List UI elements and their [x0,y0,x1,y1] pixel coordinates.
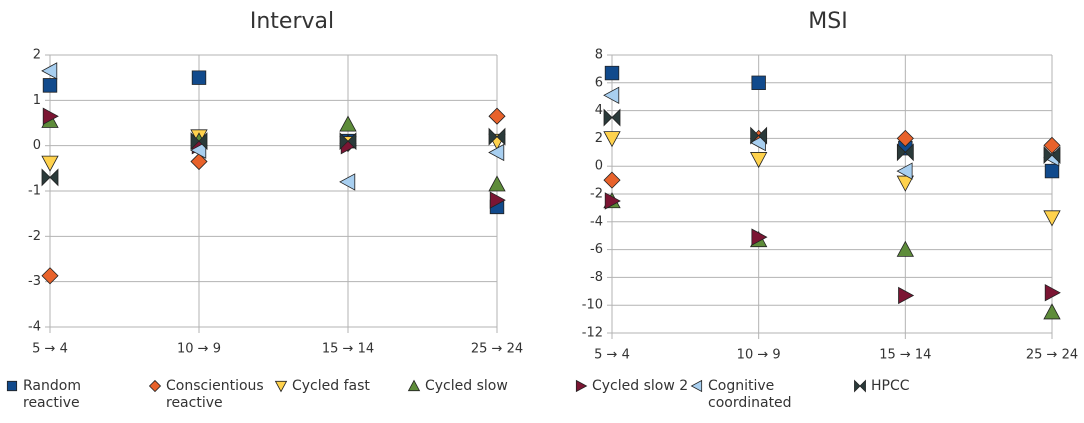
y-tick-label: 6 [595,75,603,90]
marker [41,62,58,80]
marker [42,107,59,125]
marker [603,171,621,189]
legend-label: Cognitive coordinated [708,378,792,411]
legend-marker [690,379,703,393]
chart-title: MSI [808,9,847,34]
marker [190,141,207,159]
marker [898,286,915,305]
legend-item: Cognitive coordinated [690,378,850,412]
y-tick-label: -8 [590,270,603,285]
marker [1044,284,1061,302]
legend-marker [575,379,588,393]
marker [41,168,59,187]
marker [339,173,356,191]
legend-symbol [148,379,162,393]
y-tick-label: -12 [582,326,603,341]
chart-title: Interval [250,9,334,34]
y-tick-label: -2 [28,229,41,244]
legend-symbol [274,380,288,393]
legend-symbol [6,380,18,392]
marker [896,240,915,257]
marker [603,108,621,127]
y-tick-label: -10 [582,298,603,313]
y-tick-label: 0 [33,138,41,153]
legend-item: Cycled fast [274,378,404,395]
marker [1043,146,1061,165]
marker [603,131,621,148]
legend-marker [407,379,421,392]
legend-item: Conscientious reactive [148,378,278,412]
x-tick-label: 10 → 9 [177,342,221,357]
y-tick-label: 8 [595,48,603,63]
legend-symbol [407,379,421,392]
subplot: MSI -12 -10 -8 -6 -4 -2 0 2 4 6 8 5 → 4 10 → 9 15 → 14… [582,9,1078,363]
marker [190,152,208,171]
legend-item: Random reactive [5,378,133,412]
y-tick-label: -1 [28,184,41,199]
marker [42,78,58,93]
legend-marker [148,379,162,393]
x-tick-label: 10 → 9 [737,348,781,363]
marker [488,127,506,146]
x-tick-label: 5 → 4 [32,342,68,357]
marker [339,115,357,132]
y-tick-label: 1 [33,93,41,108]
marker [603,86,620,104]
marker [896,143,914,162]
y-tick-label: 2 [33,48,41,63]
y-tick-label: -4 [590,214,603,229]
legend-label: Cycled slow 2 [592,378,689,394]
marker [489,191,506,209]
marker [749,152,768,169]
marker [751,75,766,90]
marker [339,132,357,151]
legend-label: Cycled slow [425,378,508,394]
legend-marker [854,379,866,393]
marker [191,70,207,85]
y-tick-label: 0 [595,159,603,174]
marker [896,162,913,180]
y-tick-label: -6 [590,242,603,257]
marker [1044,163,1060,179]
legend-item: Cycled slow 2 [574,378,689,395]
x-tick-label: 25 → 24 [1026,348,1078,363]
y-tick-label: 2 [595,131,603,146]
legend-marker [274,380,288,393]
y-tick-label: -4 [28,320,41,335]
legend-symbol [690,379,703,393]
legend-symbol [854,379,866,393]
legend-label: Random reactive [23,378,81,411]
marker [896,129,914,147]
marker [751,228,768,246]
marker [488,107,506,125]
x-tick-label: 15 → 14 [322,342,374,357]
legend-label: Conscientious reactive [166,378,264,411]
marker [190,132,208,151]
marker [41,267,59,285]
legend-item: HPCC [853,378,973,395]
legend-symbol [575,379,588,393]
marker [896,175,915,192]
legend-label: HPCC [871,378,910,394]
marker [750,126,768,145]
marker [604,65,620,81]
marker [1043,303,1061,320]
marker [1043,210,1061,227]
legend-label: Cycled fast [292,378,370,394]
x-tick-label: 15 → 14 [879,348,931,363]
legend-item: Cycled slow [407,378,537,395]
x-tick-label: 5 → 4 [594,348,630,363]
y-tick-label: 4 [595,103,603,118]
legend-marker [6,380,18,392]
x-tick-label: 25 → 24 [471,342,523,357]
marker [488,143,505,162]
y-tick-label: -3 [28,274,41,289]
marker [488,175,506,192]
subplot: Interval -4 -3 -2 -1 0 1 2 5 → 4 10 → 9 15 → 14 25 … [28,9,523,357]
marker [604,192,621,210]
marker [41,155,59,172]
y-tick-label: -2 [590,187,603,202]
